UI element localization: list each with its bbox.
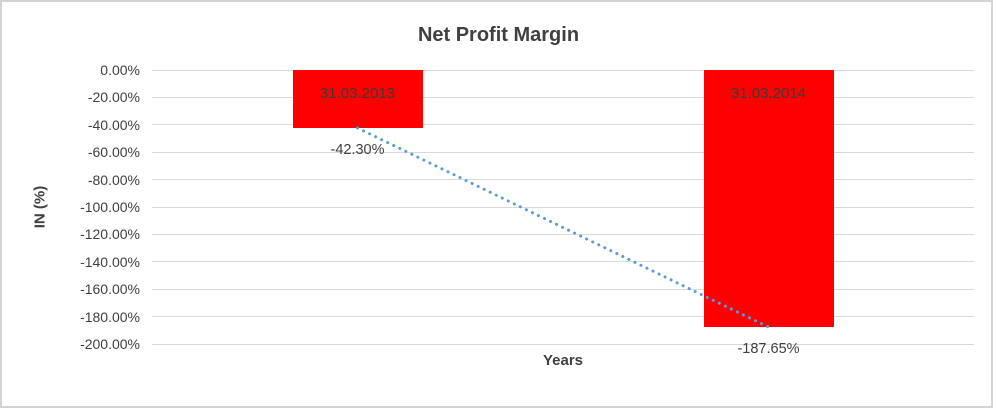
- y-axis-tick-label: 0.00%: [100, 62, 140, 78]
- y-axis-tick-label: -180.00%: [80, 308, 140, 325]
- gridline: [152, 96, 974, 98]
- y-axis-tick-label: -140.00%: [80, 253, 140, 270]
- gridline: [152, 233, 974, 235]
- gridline: [152, 343, 974, 345]
- y-axis-tick-label: -40.00%: [87, 116, 140, 133]
- gridline: [152, 179, 974, 181]
- bar-category-label: 31.03.2014: [730, 85, 807, 102]
- y-axis-tick-label: -80.00%: [87, 171, 140, 188]
- y-axis-tick-label: -20.00%: [87, 89, 140, 106]
- bar-31.03.2013: 31.03.2013: [292, 70, 423, 128]
- gridline: [152, 124, 974, 126]
- x-axis-title: Years: [542, 352, 584, 369]
- chart-title: Net Profit Margin: [417, 24, 580, 46]
- y-axis-tick-label: -200.00%: [80, 336, 140, 352]
- y-axis-tick-label: -60.00%: [87, 144, 140, 161]
- y-axis-tick-label: -100.00%: [80, 199, 140, 215]
- gridline: [152, 206, 974, 208]
- gridline: [152, 151, 974, 153]
- y-axis-tick-label: -120.00%: [80, 226, 140, 243]
- y-axis-tick-label: -160.00%: [80, 281, 140, 298]
- gridline: [152, 69, 974, 71]
- gridline: [152, 261, 974, 263]
- bar-value-label: -187.65%: [737, 341, 800, 358]
- gridline: [152, 288, 974, 290]
- bar-value-label: -42.30%: [330, 141, 385, 158]
- gridline: [152, 316, 974, 318]
- bar-category-label: 31.03.2013: [319, 85, 396, 102]
- plot-area: 31.03.2013 -42.30% 31.03.2014 -187.65%: [152, 69, 974, 357]
- bar-31.03.2014: 31.03.2014: [703, 70, 834, 328]
